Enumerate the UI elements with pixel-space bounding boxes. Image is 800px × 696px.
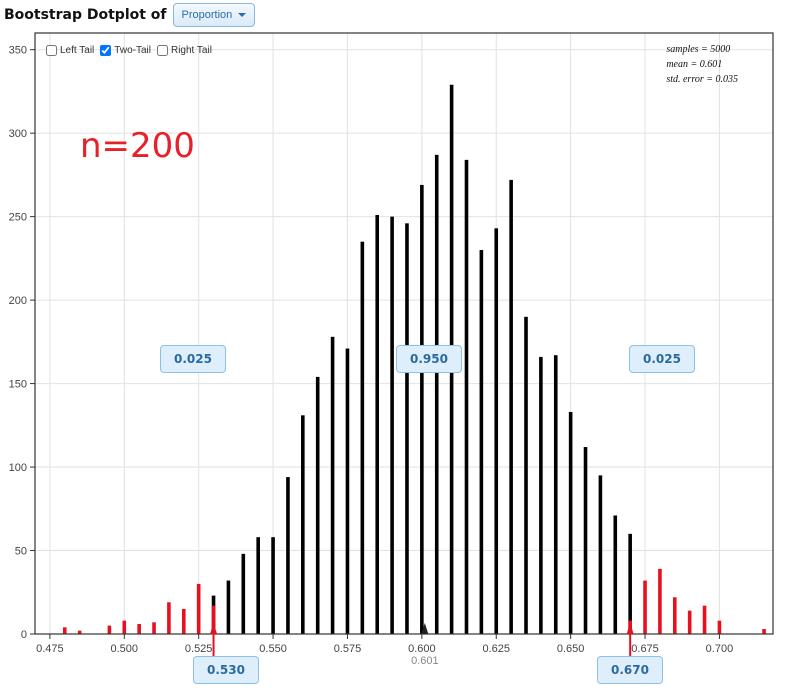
statistic-dropdown[interactable]: Proportion [172, 3, 256, 27]
statistic-dropdown-value: Proportion [181, 9, 233, 21]
dot-column [553, 355, 558, 634]
dot-column [137, 623, 141, 634]
dot-column [301, 415, 305, 634]
dot-column [509, 179, 513, 634]
mean-tick-label: 0.601 [411, 655, 439, 667]
left-tail-option[interactable]: Left Tail [46, 45, 94, 56]
dot-column [583, 447, 588, 634]
dot-column [286, 477, 290, 634]
chart-header: Bootstrap Dotplot of Proportion [4, 2, 256, 28]
dot-column [330, 336, 335, 634]
dot-column [226, 580, 231, 634]
stat-samples: samples = 5000 [666, 44, 731, 55]
dot-column [271, 537, 275, 634]
dot-column-tail-part [211, 605, 216, 634]
y-tick-label: 350 [9, 45, 27, 57]
plot-area [35, 33, 773, 634]
x-tick-label: 0.575 [334, 643, 362, 655]
dot-column [479, 250, 484, 634]
dot-column [241, 553, 246, 634]
dot-column [420, 184, 424, 635]
dot-column [196, 583, 201, 634]
y-tick-label: 0 [21, 629, 27, 641]
summary-stats: samples = 5000 mean = 0.601 std. error =… [666, 42, 738, 87]
x-tick-label: 0.475 [36, 643, 64, 655]
lower-cutoff-box[interactable]: 0.530 [193, 656, 259, 684]
dot-column [107, 625, 112, 634]
stat-std-error: std. error = 0.035 [666, 74, 738, 85]
dot-column [524, 316, 528, 634]
y-tick-label: 100 [9, 462, 27, 474]
x-tick-label: 0.700 [706, 643, 734, 655]
two-tail-option[interactable]: Two-Tail [100, 45, 151, 56]
left-tail-label: Left Tail [60, 45, 95, 56]
dot-column [315, 376, 320, 634]
x-tick-label: 0.525 [185, 643, 213, 655]
dot-column [717, 620, 722, 634]
dot-column [494, 228, 499, 634]
x-tick-label: 0.650 [557, 643, 585, 655]
x-tick-label: 0.500 [111, 643, 139, 655]
dot-column [345, 348, 350, 634]
dot-column [405, 223, 409, 635]
two-tail-label: Two-Tail [114, 45, 151, 56]
dot-column [539, 356, 543, 634]
dot-column [598, 475, 603, 634]
sample-size-annotation: n=200 [80, 126, 195, 166]
dot-column [568, 411, 573, 634]
dot-column [256, 537, 260, 634]
right-tail-label: Right Tail [170, 45, 212, 56]
plot-frame [34, 32, 774, 635]
dot-column [658, 568, 662, 634]
dot-column [375, 214, 380, 634]
upper-cutoff-box[interactable]: 0.670 [597, 656, 663, 684]
dot-column [152, 622, 156, 634]
middle-proportion[interactable]: 0.950 [396, 345, 462, 373]
dot-column [702, 605, 707, 634]
upper-cutoff-marker [626, 623, 634, 634]
tail-options: Left Tail Two-Tail Right Tail [46, 45, 218, 56]
dot-column [762, 628, 766, 634]
right-tail-option[interactable]: Right Tail [156, 45, 212, 56]
dot-column [434, 154, 439, 634]
dot-column [167, 602, 171, 634]
dot-column [77, 630, 82, 634]
y-tick-label: 150 [9, 379, 27, 391]
mean-marker [421, 623, 429, 634]
lower-cutoff-marker [210, 623, 218, 634]
dot-column [360, 241, 365, 635]
dot-column [687, 610, 692, 634]
right-tail-proportion[interactable]: 0.025 [629, 345, 695, 373]
y-tick-label: 200 [9, 295, 27, 307]
chevron-down-icon [238, 13, 247, 17]
chart-title: Bootstrap Dotplot of [4, 7, 167, 23]
dot-column [390, 216, 394, 634]
dot-column [643, 580, 647, 634]
x-tick-label: 0.550 [259, 643, 287, 655]
x-tick-label: 0.600 [408, 643, 436, 655]
y-tick-label: 50 [15, 546, 27, 558]
y-tick-label: 300 [9, 128, 27, 140]
left-tail-checkbox[interactable] [46, 45, 57, 56]
left-tail-proportion[interactable]: 0.025 [160, 345, 226, 373]
dot-column [122, 620, 127, 634]
dot-column [62, 627, 67, 634]
y-tick-label: 250 [9, 212, 27, 224]
dot-column [464, 159, 469, 634]
x-tick-label: 0.675 [631, 643, 659, 655]
stat-mean: mean = 0.601 [666, 59, 723, 70]
two-tail-checkbox[interactable] [100, 45, 112, 56]
x-tick-label: 0.625 [482, 643, 510, 655]
dot-column [613, 515, 618, 634]
dot-column [181, 608, 186, 634]
right-tail-checkbox[interactable] [156, 45, 168, 56]
dot-column [628, 533, 632, 634]
dot-column [672, 597, 677, 634]
